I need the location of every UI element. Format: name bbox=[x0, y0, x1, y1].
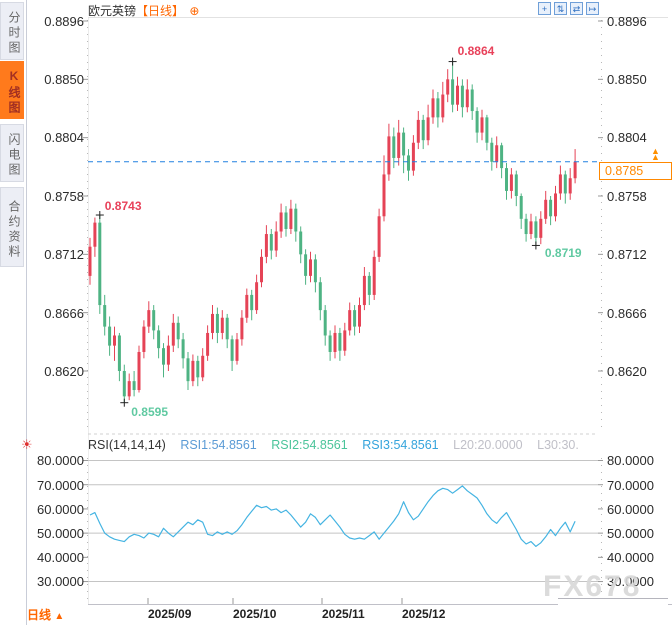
rsi-axis-label-right: 30.0000 bbox=[607, 574, 654, 589]
candlesticks bbox=[88, 61, 577, 403]
rsi-axis-label-right: 70.0000 bbox=[607, 478, 654, 493]
y-axis-label: 0.8896 bbox=[44, 14, 84, 29]
y-axis-label: 0.8666 bbox=[44, 306, 84, 321]
rsi-axis-label: 80.0000 bbox=[37, 453, 84, 468]
rsi-axis-label: 70.0000 bbox=[37, 478, 84, 493]
price-annotation: 0.8864 bbox=[457, 43, 495, 58]
axis-corner-box bbox=[558, 598, 668, 625]
price-up-arrow-icon: ▲ ▲ bbox=[651, 146, 660, 162]
sidebar: 分时图 K线图 闪电图 合约资料 bbox=[0, 0, 27, 625]
y-axis-label: 0.8850 bbox=[44, 72, 84, 87]
period-selector[interactable]: 日线 ▲ bbox=[27, 608, 65, 622]
symbol-name: 欧元英镑 bbox=[88, 4, 137, 18]
chart-title: 欧元英镑【日线】 ⊕ bbox=[88, 2, 199, 19]
rsi-axis-label: 40.0000 bbox=[37, 550, 84, 565]
price-annotation: 0.8743 bbox=[104, 199, 142, 214]
sidebar-tab-contract-info[interactable]: 合约资料 bbox=[0, 187, 24, 267]
price-annotation: 0.8719 bbox=[544, 246, 582, 261]
rsi1-value: RSI1:54.8561 bbox=[180, 438, 257, 452]
y-axis-label-right: 0.8804 bbox=[607, 130, 647, 145]
current-price-box: 0.8785 bbox=[599, 162, 672, 180]
extreme-cross-marker bbox=[531, 241, 540, 250]
y-axis-label-right: 0.8896 bbox=[607, 14, 647, 29]
y-axis-label: 0.8804 bbox=[44, 130, 84, 145]
extreme-cross-marker bbox=[95, 211, 104, 220]
period-arrow-icon: ▲ bbox=[54, 611, 65, 622]
pan-right-icon[interactable]: ↦ bbox=[586, 2, 599, 15]
rsi3-value: RSI3:54.8561 bbox=[362, 438, 439, 452]
y-axis-label-right: 0.8712 bbox=[607, 247, 647, 262]
x-axis-label: 2025/12 bbox=[402, 607, 446, 621]
y-axis-label-right: 0.8850 bbox=[607, 72, 647, 87]
y-axis-label: 0.8712 bbox=[44, 247, 84, 262]
rsi-title: RSI(14,14,14) bbox=[88, 438, 166, 452]
x-axis-label: 2025/11 bbox=[322, 607, 365, 621]
sidebar-tab-kline-chart[interactable]: K线图 bbox=[0, 61, 24, 119]
y-axis-label: 0.8620 bbox=[44, 364, 84, 379]
rsi-axis-label-right: 50.0000 bbox=[607, 526, 654, 541]
watermark: FX678 bbox=[543, 570, 642, 603]
x-axis-zoom-icon[interactable]: ⇄ bbox=[570, 2, 583, 15]
price-annotation: 0.8595 bbox=[131, 404, 168, 419]
y-axis-label-right: 0.8758 bbox=[607, 189, 647, 204]
rsi-axis-label-right: 40.0000 bbox=[607, 550, 654, 565]
rsi-axis-label: 60.0000 bbox=[37, 502, 84, 517]
rsi-line bbox=[89, 485, 576, 548]
y-axis-label: 0.8758 bbox=[44, 189, 84, 204]
rsi-gridlines bbox=[88, 460, 598, 583]
rsi-level30-label: L30:30. bbox=[537, 438, 579, 452]
x-axis-label: 2025/10 bbox=[233, 607, 277, 621]
rsi-axis-label: 30.0000 bbox=[37, 574, 84, 589]
add-indicator-icon[interactable]: ⊕ bbox=[189, 4, 200, 18]
crosshair-icon[interactable]: + bbox=[538, 2, 551, 15]
y-axis-zoom-icon[interactable]: ⇅ bbox=[554, 2, 567, 15]
chart-toolbar: + ⇅ ⇄ ↦ bbox=[538, 2, 599, 15]
extreme-cross-marker bbox=[120, 398, 129, 407]
sidebar-tab-lightning-chart[interactable]: 闪电图 bbox=[0, 124, 24, 182]
rsi-level20-label: L20:20.0000 bbox=[453, 438, 523, 452]
axis-divider bbox=[88, 18, 89, 604]
period-tag: 【日线】 bbox=[136, 4, 185, 18]
y-axis-label-right: 0.8620 bbox=[607, 364, 647, 379]
rsi-legend: RSI(14,14,14) RSI1:54.8561 RSI2:54.8561 … bbox=[88, 438, 590, 452]
extreme-cross-marker bbox=[448, 57, 457, 66]
rsi-axis-label-right: 60.0000 bbox=[607, 502, 654, 517]
y-axis-label-right: 0.8666 bbox=[607, 306, 647, 321]
rsi-axis-label-right: 80.0000 bbox=[607, 453, 654, 468]
x-axis-label: 2025/09 bbox=[148, 607, 192, 621]
rsi2-value: RSI2:54.8561 bbox=[271, 438, 348, 452]
rsi-axis-label: 50.0000 bbox=[37, 526, 84, 541]
sidebar-tab-time-chart[interactable]: 分时图 bbox=[0, 2, 24, 60]
indicator-settings-icon[interactable]: ☀ bbox=[21, 437, 33, 452]
